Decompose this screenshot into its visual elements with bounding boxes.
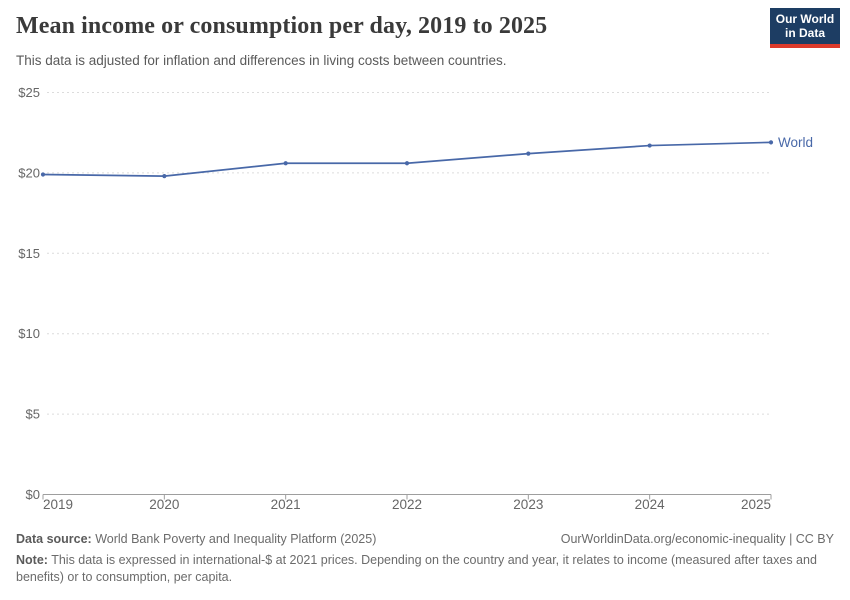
chart-subtitle: This data is adjusted for inflation and …	[16, 53, 507, 68]
data-source-text: Data source: World Bank Poverty and Ineq…	[16, 532, 376, 546]
x-axis-label: 2023	[513, 497, 543, 512]
data-source-value: World Bank Poverty and Inequality Platfo…	[91, 532, 377, 546]
owid-logo-line1: Our World	[775, 11, 835, 26]
footer-note: Note: This data is expressed in internat…	[16, 552, 834, 585]
data-point[interactable]	[526, 151, 531, 156]
y-axis-label: $20	[18, 165, 40, 180]
y-axis-label: $25	[18, 85, 40, 100]
x-axis-label: 2022	[392, 497, 422, 512]
note-label: Note:	[16, 553, 48, 567]
chart-svg: $0 $5 $10 $15 $20 $25 2019 2020 2021 2022 2023 2024…	[18, 85, 813, 512]
y-axis-label: $15	[18, 246, 40, 261]
x-axis-label: 2024	[635, 497, 666, 512]
note-text: This data is expressed in international-…	[16, 553, 817, 584]
y-axis-label: $10	[18, 326, 40, 341]
y-axis-label: $5	[26, 407, 40, 422]
footer-link[interactable]: OurWorldinData.org/economic-inequality |…	[560, 532, 834, 546]
owid-logo[interactable]: Our World in Data	[770, 8, 840, 48]
x-axis-label: 2025	[741, 497, 771, 512]
data-point[interactable]	[162, 174, 167, 179]
x-axis-label: 2020	[149, 497, 179, 512]
data-point[interactable]	[283, 161, 288, 166]
owid-logo-line2: in Data	[784, 26, 825, 40]
series-label-world[interactable]: World	[778, 135, 813, 150]
data-point[interactable]	[647, 143, 652, 148]
data-point[interactable]	[40, 172, 46, 177]
y-axis-label: $0	[26, 487, 40, 502]
data-point[interactable]	[404, 161, 410, 166]
series-line-world[interactable]	[42, 141, 772, 177]
data-point[interactable]	[768, 140, 774, 145]
footer-source-row: Data source: World Bank Poverty and Ineq…	[16, 532, 834, 546]
x-axis-label: 2021	[271, 497, 301, 512]
x-axis-label: 2019	[43, 497, 73, 512]
page-title: Mean income or consumption per day, 2019…	[16, 13, 548, 39]
data-source-label: Data source:	[16, 532, 92, 546]
